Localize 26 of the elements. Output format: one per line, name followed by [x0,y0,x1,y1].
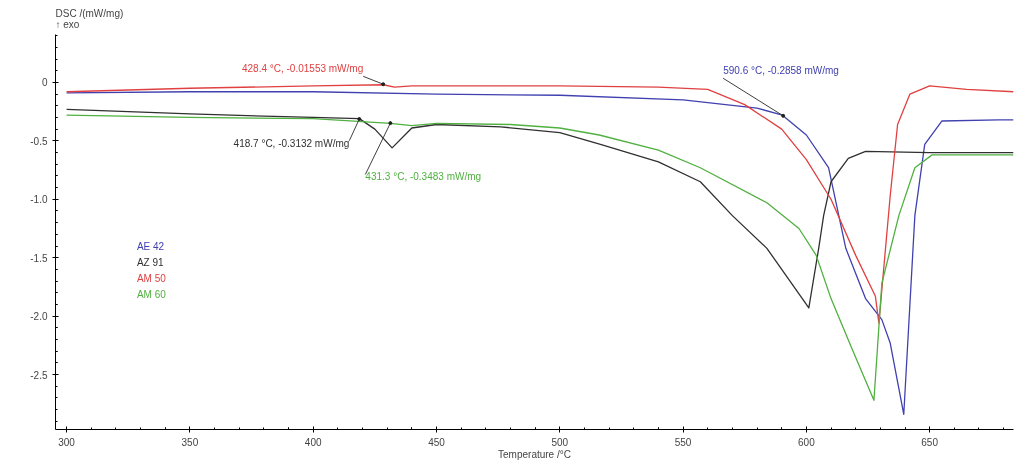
annotation: 431.3 °C, -0.3483 mW/mg [365,171,482,183]
text: AE 42 [136,240,165,252]
y-tick-label: 0 [41,77,48,89]
y-tick-label: -1.0 [30,194,48,206]
x-tick-label: 600 [798,436,816,448]
x-tick-label: 350 [181,436,199,448]
text: AM 50 [136,272,167,284]
y-axis-title: DSC /(mW/mg) ↑ exo [55,7,124,30]
text: AM 60 [136,288,167,300]
x-tick-label: 400 [304,436,322,448]
x-tick-label: 450 [428,436,446,448]
annotation: 590.6 °C, -0.2858 mW/mg [723,65,839,77]
y-tick-label: -0.5 [30,135,48,147]
x-tick-label: 300 [58,436,76,448]
x-axis-title: Temperature /°C [498,448,571,460]
annotation: 418.7 °C, -0.3132 mW/mg [233,137,350,149]
y-tick-label: -2.5 [30,369,48,381]
x-tick-label: 550 [674,436,692,448]
x-tick-label: 650 [921,436,939,448]
text: AZ 91 [136,256,165,268]
x-tick-label: 500 [551,436,569,448]
y-tick-label: -1.5 [30,252,48,264]
y-tick-label: -2.0 [30,311,48,323]
point [357,117,362,122]
line-series [65,108,1014,309]
annotation: 428.4 °C, -0.01553 mW/mg [241,63,364,75]
